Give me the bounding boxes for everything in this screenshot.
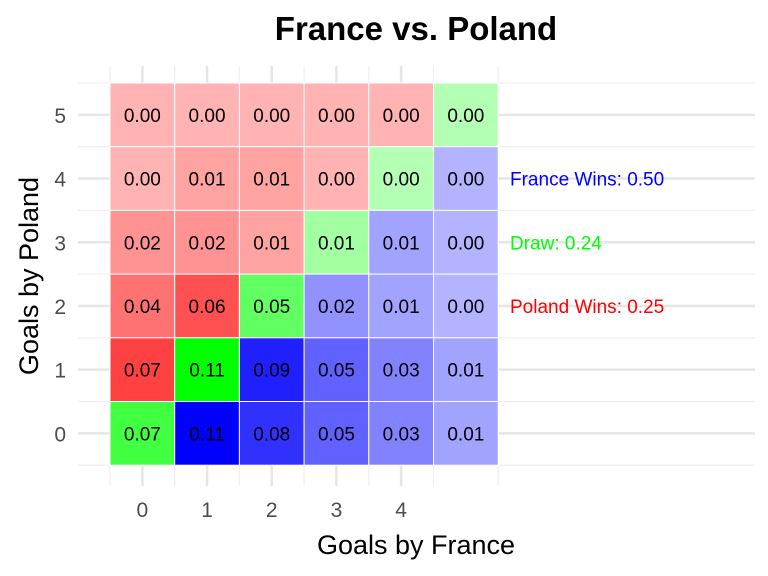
cell-label-3-4: 0.00 [318,170,355,191]
heatmap-cell-3-5 [303,82,370,148]
x-tick-label-1: 1 [201,499,213,522]
heatmap-cell-0-2 [109,273,176,339]
cell-label-4-1: 0.03 [383,361,420,382]
y-axis-title: Goals by Poland [14,177,44,375]
summary-label-1: Draw: 0.24 [510,233,602,254]
cell-label-0-3: 0.02 [124,233,161,254]
cell-label-5-4: 0.00 [447,170,484,191]
cell-label-4-4: 0.00 [383,170,420,191]
heatmap-cell-1-4 [174,146,240,211]
heatmap-cell-0-3 [109,209,176,275]
cell-label-3-0: 0.05 [318,424,355,445]
cell-label-1-5: 0.00 [189,106,226,127]
y-tick-label-1: 1 [54,360,66,383]
heatmap-cell-2-2 [238,273,305,339]
heatmap-cell-4-0 [368,401,434,466]
heatmap-cell-1-0 [174,401,240,466]
cell-label-4-5: 0.00 [383,106,420,127]
heatmap-cell-0-4 [109,146,176,211]
cell-label-2-1: 0.09 [253,361,290,382]
heatmap-cell-2-3 [238,209,305,275]
y-tick-label-3: 3 [54,232,66,255]
x-tick-label-3: 3 [331,499,343,522]
heatmap-cell-4-1 [368,337,434,402]
cell-label-2-3: 0.01 [253,233,290,254]
cell-label-0-4: 0.00 [124,170,161,191]
heatmap-cells [109,82,499,466]
y-tick-label-4: 4 [54,169,66,192]
heatmap-cell-1-3 [174,209,240,275]
y-axis-ticks: 0 1 2 3 4 5 [54,105,66,447]
cell-labels: 0.00 0.00 0.00 0.00 0.00 0.00 0.00 0.01 0.01 0.00… [124,106,484,446]
x-axis-title: Goals by France [317,530,515,560]
cell-label-1-0: 0.11 [189,424,225,445]
cell-label-1-1: 0.11 [189,361,225,382]
heatmap-cell-2-0 [238,401,305,466]
x-tick-label-2: 2 [266,499,278,522]
cell-label-1-3: 0.02 [189,233,226,254]
cell-label-0-5: 0.00 [124,106,161,127]
chart-title: France vs. Poland [275,10,557,47]
cell-label-5-3: 0.00 [447,233,484,254]
x-tick-label-4: 4 [395,499,407,522]
heatmap-cell-4-2 [368,273,434,339]
cell-label-5-0: 0.01 [447,424,484,445]
y-tick-label-0: 0 [54,423,66,446]
cell-label-1-2: 0.06 [189,297,226,318]
cell-label-5-5: 0.00 [447,106,484,127]
summary-label-2: Poland Wins: 0.25 [510,297,664,318]
y-tick-label-2: 2 [54,296,66,319]
heatmap-cell-2-4 [238,146,305,211]
cell-label-5-1: 0.01 [447,361,484,382]
x-axis-ticks: 0 1 2 3 4 [137,499,408,522]
cell-label-5-2: 0.00 [447,297,484,318]
y-tick-label-5: 5 [54,105,66,128]
cell-label-2-2: 0.05 [253,297,290,318]
cell-label-3-5: 0.00 [318,106,355,127]
cell-label-4-2: 0.01 [383,297,420,318]
cell-label-0-0: 0.07 [124,424,161,445]
cell-label-3-2: 0.02 [318,297,355,318]
cell-label-2-5: 0.00 [253,106,290,127]
heatmap-cell-1-1 [174,337,240,402]
cell-label-0-2: 0.04 [124,297,161,318]
heatmap-cell-5-2 [433,273,499,339]
cell-label-1-4: 0.01 [189,170,226,191]
outcome-summary: France Wins: 0.50 Draw: 0.24 Poland Wins: … [510,170,664,318]
cell-label-4-0: 0.03 [383,424,420,445]
heatmap-cell-3-0 [303,401,370,466]
cell-label-2-4: 0.01 [253,170,290,191]
heatmap-cell-0-5 [109,82,176,148]
cell-label-2-0: 0.08 [253,424,290,445]
cell-label-4-3: 0.01 [383,233,420,254]
cell-label-3-1: 0.05 [318,361,355,382]
summary-label-0: France Wins: 0.50 [510,170,664,191]
x-tick-label-0: 0 [137,499,149,522]
cell-label-3-3: 0.01 [318,233,355,254]
heatmap-cell-5-5 [433,82,499,148]
heatmap-cell-4-3 [368,209,434,275]
heatmap-cell-5-1 [433,337,499,402]
heatmap-cell-5-0 [433,401,499,466]
cell-label-0-1: 0.07 [124,361,161,382]
